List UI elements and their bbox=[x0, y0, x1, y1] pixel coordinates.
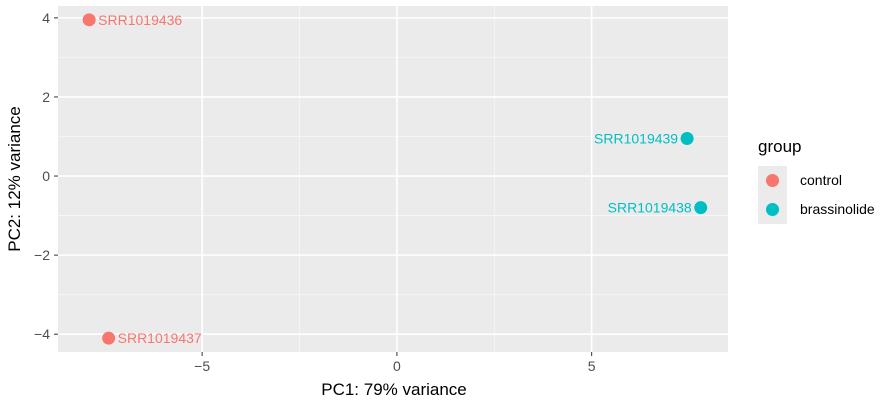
y-tick-label: 2 bbox=[42, 89, 50, 105]
x-axis: −5 0 5 bbox=[194, 352, 596, 374]
data-point-SRR1019438 bbox=[694, 201, 708, 215]
point-label-SRR1019437: SRR1019437 bbox=[118, 330, 202, 346]
point-label-SRR1019436: SRR1019436 bbox=[98, 12, 182, 28]
major-grid bbox=[58, 6, 728, 352]
data-point-SRR1019439 bbox=[680, 131, 694, 145]
point-label-SRR1019438: SRR1019438 bbox=[608, 200, 692, 216]
x-tick-label: −5 bbox=[194, 358, 210, 374]
y-tick-label: 0 bbox=[42, 168, 50, 184]
minor-grid bbox=[58, 6, 728, 352]
legend-label-control: control bbox=[800, 172, 842, 188]
legend-items: control brassinolide bbox=[758, 166, 875, 224]
x-tick-label: 5 bbox=[588, 358, 596, 374]
legend-swatch-brassinolide bbox=[766, 203, 779, 216]
y-tick-label: 4 bbox=[42, 10, 50, 26]
data-point-SRR1019437 bbox=[102, 331, 116, 345]
legend-swatch-control bbox=[766, 174, 779, 187]
y-axis: −4 −2 0 2 4 bbox=[34, 10, 58, 342]
data-point-SRR1019436 bbox=[82, 13, 96, 27]
legend: group control brassinolide bbox=[758, 137, 875, 224]
y-tick-label: −2 bbox=[34, 247, 50, 263]
y-axis-title: PC2: 12% variance bbox=[5, 106, 24, 252]
panel-background bbox=[58, 6, 728, 352]
x-tick-label: 0 bbox=[393, 358, 401, 374]
legend-title: group bbox=[758, 137, 801, 156]
data-points bbox=[82, 13, 708, 345]
point-label-SRR1019439: SRR1019439 bbox=[594, 130, 678, 146]
y-tick-label: −4 bbox=[34, 326, 50, 342]
point-labels: SRR1019436 SRR1019437 SRR1019439 SRR1019438 bbox=[98, 12, 692, 346]
legend-label-brassinolide: brassinolide bbox=[800, 201, 875, 217]
x-axis-title: PC1: 79% variance bbox=[321, 380, 467, 399]
